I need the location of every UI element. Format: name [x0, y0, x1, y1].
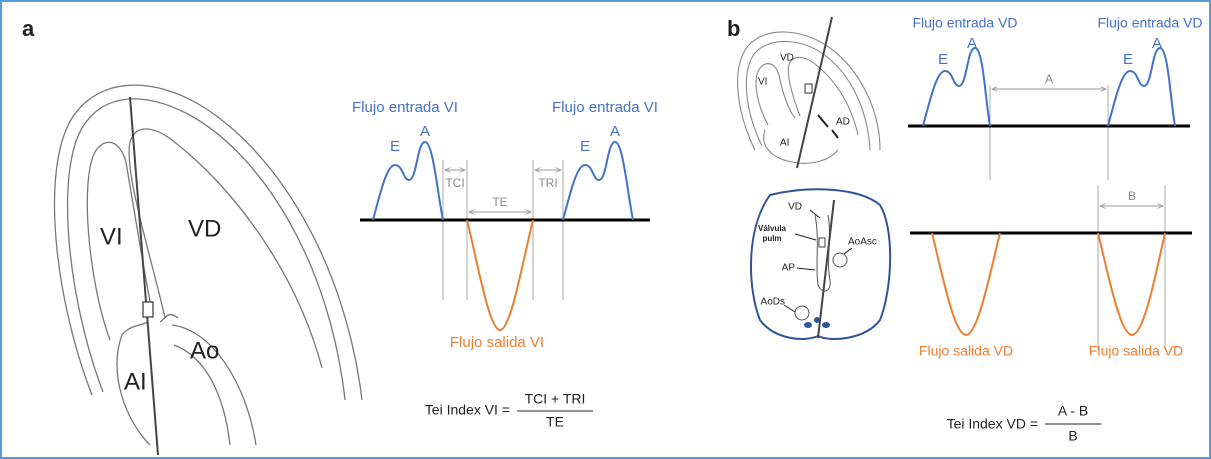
heart-label: Ao	[190, 337, 219, 364]
interval-label: TCI	[445, 176, 464, 190]
outflow-label: Flujo salida VI	[450, 334, 544, 351]
peak-label: A	[1152, 35, 1162, 52]
peak-label: E	[390, 138, 400, 155]
figure: a VI VD Ao AI Flujo entrada VI Flujo ent…	[0, 0, 1211, 459]
panel-label: a	[22, 16, 35, 41]
peak-label: A	[967, 35, 977, 52]
interval-label: A	[1045, 72, 1053, 86]
peak-label: E	[1123, 51, 1133, 68]
formula-denominator: B	[1068, 428, 1077, 444]
heart-label: VD	[188, 215, 221, 242]
interval-label: TRI	[538, 176, 557, 190]
section-label: pulm	[762, 234, 781, 243]
peak-label: A	[420, 123, 430, 140]
peak-label: E	[580, 138, 590, 155]
section-label: AoDs	[761, 297, 785, 308]
formula-denominator: TE	[546, 414, 564, 430]
heart-label: VI	[100, 223, 123, 250]
inflow-label: Flujo entrada VI	[552, 99, 658, 116]
section-label: VD	[788, 202, 802, 213]
formula-numerator: TCI + TRI	[525, 391, 586, 407]
inflow-label: Flujo entrada VI	[352, 99, 458, 116]
interval-label: B	[1128, 189, 1136, 203]
section-label: AP	[782, 263, 796, 274]
inflow-label: Flujo entrada VD	[912, 15, 1017, 31]
peak-label: A	[610, 123, 620, 140]
heart-label: AD	[836, 117, 850, 128]
heart-label: AI	[780, 138, 789, 149]
formula-numerator: A - B	[1058, 403, 1088, 419]
interval-label: TE	[492, 195, 507, 209]
panel-label: b	[727, 16, 740, 41]
inflow-label: Flujo entrada VD	[1097, 15, 1202, 31]
heart-label: VD	[780, 53, 794, 64]
outflow-label: Flujo salida VD	[919, 343, 1013, 359]
formula-lhs: Tei Index VI =	[425, 402, 510, 418]
section-label: AoAsc	[848, 237, 877, 248]
heart-label: VI	[758, 77, 767, 88]
frame	[1, 1, 1210, 458]
peak-label: E	[938, 51, 948, 68]
formula-lhs: Tei Index VD =	[947, 416, 1038, 432]
heart-label: AI	[124, 368, 147, 395]
section-label: Válvula	[758, 224, 787, 233]
outflow-label: Flujo salida VD	[1089, 343, 1183, 359]
